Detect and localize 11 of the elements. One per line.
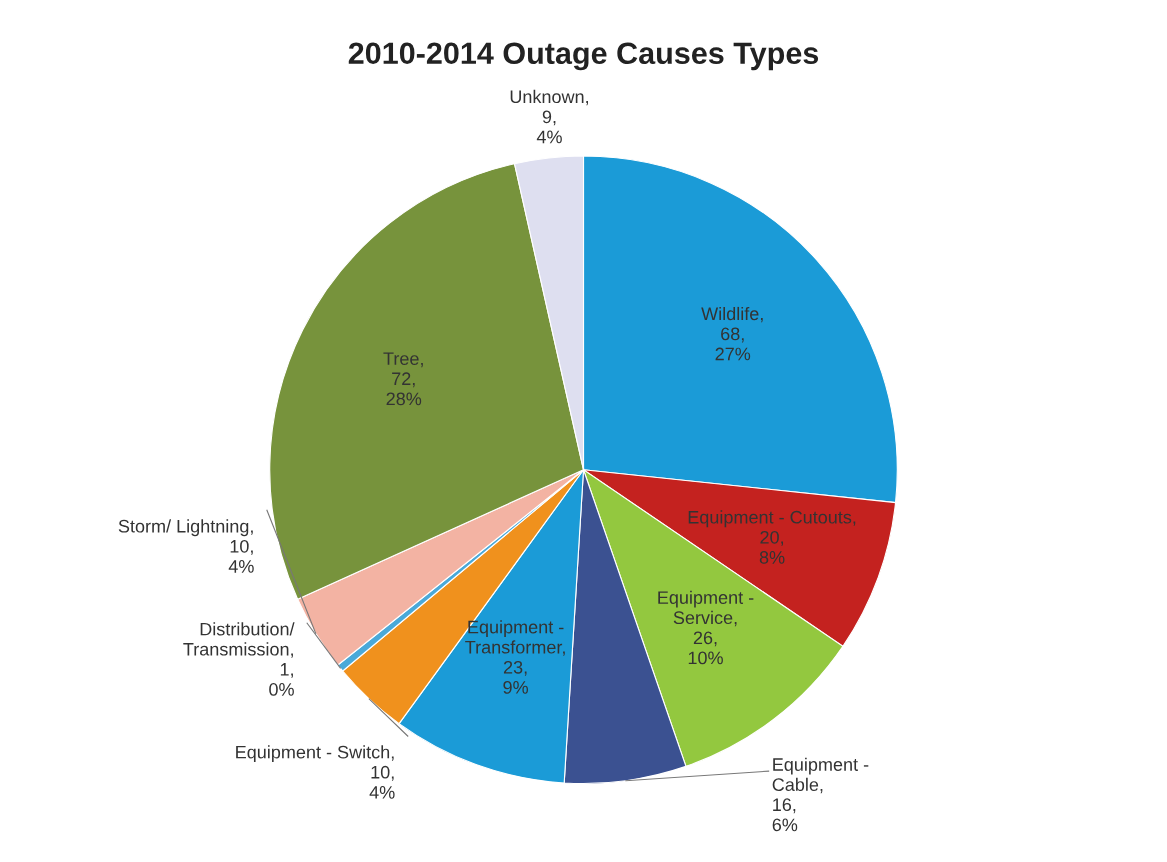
- slice-label: Distribution/ Transmission, 1, 0%: [183, 622, 295, 696]
- slice-label: Equipment - Transformer, 23, 9%: [465, 620, 565, 694]
- slice-label: Equipment - Cutouts, 20, 8%: [688, 510, 856, 564]
- chart-title: 2010-2014 Outage Causes Types: [348, 42, 819, 71]
- slice-label: Equipment - Cable, 16, 6%: [772, 757, 869, 832]
- slice-label: Tree, 72, 28%: [383, 352, 423, 406]
- slice-label: Wildlife, 68, 27%: [701, 306, 763, 361]
- slice-label: Unknown, 9, 4%: [510, 89, 588, 144]
- slice-label: Equipment - Service, 26, 10%: [658, 590, 754, 665]
- slice-label: Storm/ Lightning, 10, 4%: [118, 519, 254, 573]
- slice-label: Equipment - Switch, 10, 4%: [236, 745, 395, 799]
